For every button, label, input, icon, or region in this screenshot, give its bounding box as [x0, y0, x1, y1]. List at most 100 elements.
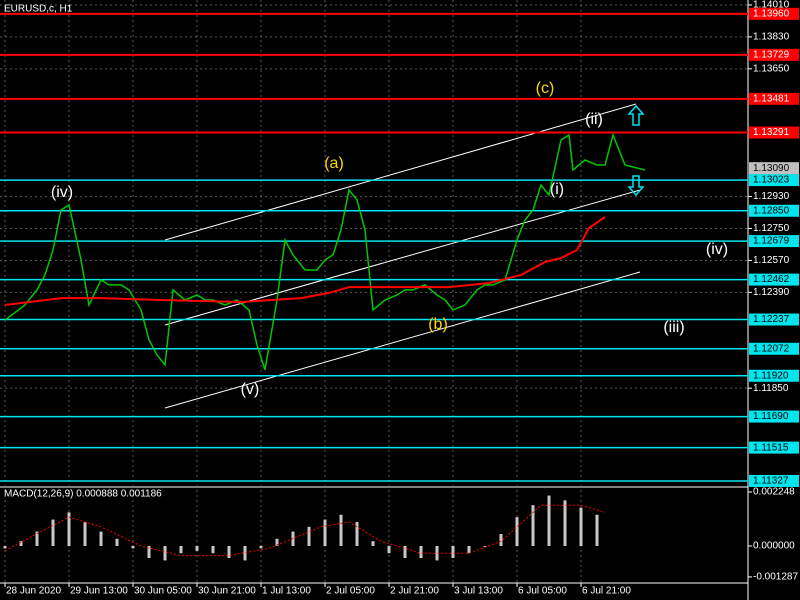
macd-bar [131, 546, 135, 549]
level-label-box [749, 313, 799, 326]
macd-bar [499, 533, 503, 547]
macd-bar [563, 500, 567, 547]
level-label-box [749, 474, 799, 487]
y-tick-label: 1.14010 [753, 0, 790, 11]
level-label: 1.11327 [753, 476, 789, 487]
macd-bar [259, 546, 263, 549]
y-tick-label: 1.11850 [753, 383, 789, 394]
level-label-box [749, 273, 799, 286]
y-tick-label: 1.12390 [753, 287, 790, 298]
level-label-box [749, 48, 799, 61]
price-line [4, 132, 646, 371]
x-tick-label: 30 Jun 21:00 [198, 586, 256, 597]
wave-label: (i) [550, 181, 564, 198]
y-tick-label: 1.12750 [753, 223, 790, 234]
macd-bar [227, 546, 231, 559]
macd-bar [3, 546, 7, 549]
level-label: 1.13729 [753, 49, 790, 60]
level-label: 1.11920 [753, 370, 789, 381]
macd-title: MACD(12,26,9) 0.000888 0.001186 [4, 489, 162, 500]
x-tick-label: 1 Jul 13:00 [262, 586, 311, 597]
current-price-box [749, 162, 799, 175]
channel-upper [164, 103, 637, 241]
level-label: 1.12679 [753, 236, 790, 247]
wave-label: (iv) [51, 184, 73, 201]
level-label: 1.11690 [753, 411, 789, 422]
x-tick-label: 30 Jun 05:00 [134, 586, 192, 597]
macd-bar [243, 546, 247, 561]
macd-bar [307, 526, 311, 547]
level-label-box [749, 92, 799, 105]
macd-bar [323, 519, 327, 547]
level-label: 1.12237 [753, 314, 790, 325]
macd-bar [451, 546, 455, 559]
level-label: 1.12072 [753, 343, 790, 354]
macd-bar [339, 514, 343, 547]
wave-label: (iii) [663, 319, 684, 336]
level-label-box [749, 204, 799, 217]
level-label-box [749, 342, 799, 355]
macd-bar [355, 521, 359, 547]
x-tick-label: 29 Jun 13:00 [70, 586, 128, 597]
y-tick-label: -0.001287 [753, 572, 798, 583]
level-label-box [749, 7, 799, 20]
level-label: 1.13481 [753, 93, 790, 104]
macd-bar [35, 531, 39, 547]
x-tick-label: 2 Jul 05:00 [326, 586, 375, 597]
down-arrow [627, 175, 645, 197]
macd-bar [19, 541, 23, 547]
wave-label: (v) [241, 381, 260, 398]
macd-bar [579, 507, 583, 547]
wave-label: (a) [324, 155, 344, 172]
level-label: 1.13291 [753, 127, 790, 138]
level-label-box [749, 174, 799, 187]
level-label: 1.13960 [753, 8, 790, 19]
macd-bar [211, 546, 215, 554]
wave-label: (c) [536, 80, 555, 97]
macd-bar [387, 546, 391, 554]
y-tick-label: 1.12930 [753, 191, 790, 202]
macd-bar [275, 538, 279, 547]
macd-bar [547, 495, 551, 547]
macd-bar [419, 546, 423, 559]
y-tick-label: 1.13650 [753, 63, 790, 74]
chart-title: EURUSD,c, H1 [4, 4, 73, 15]
macd-bar [371, 541, 375, 547]
x-tick-label: 28 Jun 2020 [6, 586, 61, 597]
y-tick-label: 1.12570 [753, 255, 790, 266]
current-price-label: 1.13090 [753, 163, 790, 174]
macd-bar [179, 546, 183, 554]
up-arrow [627, 104, 645, 126]
grid [0, 0, 748, 583]
macd-bar [531, 505, 535, 547]
macd-bar [115, 538, 119, 547]
x-tick-label: 3 Jul 13:00 [454, 586, 503, 597]
level-label: 1.12850 [753, 205, 790, 216]
macd-bar [515, 517, 519, 547]
level-label-box [749, 441, 799, 454]
level-label: 1.11515 [753, 442, 789, 453]
y-tick-label: 0.002248 [753, 487, 795, 498]
macd-bar [83, 521, 87, 547]
x-tick-label: 6 Jul 21:00 [582, 586, 631, 597]
level-label-box [749, 235, 799, 248]
wave-label: (ii) [585, 111, 603, 128]
channel-lower [164, 271, 641, 409]
level-label-box [749, 410, 799, 423]
y-tick-label: 1.13830 [753, 32, 790, 43]
macd-bar [435, 546, 439, 561]
level-label-box [749, 126, 799, 139]
macd-bar [483, 546, 487, 547]
macd-bar [99, 531, 103, 547]
x-tick-label: 6 Jul 05:00 [518, 586, 567, 597]
level-label: 1.12462 [753, 274, 790, 285]
macd-bar [51, 519, 55, 547]
macd-bar [467, 546, 471, 554]
macd-bar [147, 546, 151, 559]
y-tick-label: 0.000000 [753, 541, 795, 552]
signal-line [4, 504, 606, 557]
wave-label: (b) [428, 316, 448, 333]
macd-bar [403, 546, 407, 559]
